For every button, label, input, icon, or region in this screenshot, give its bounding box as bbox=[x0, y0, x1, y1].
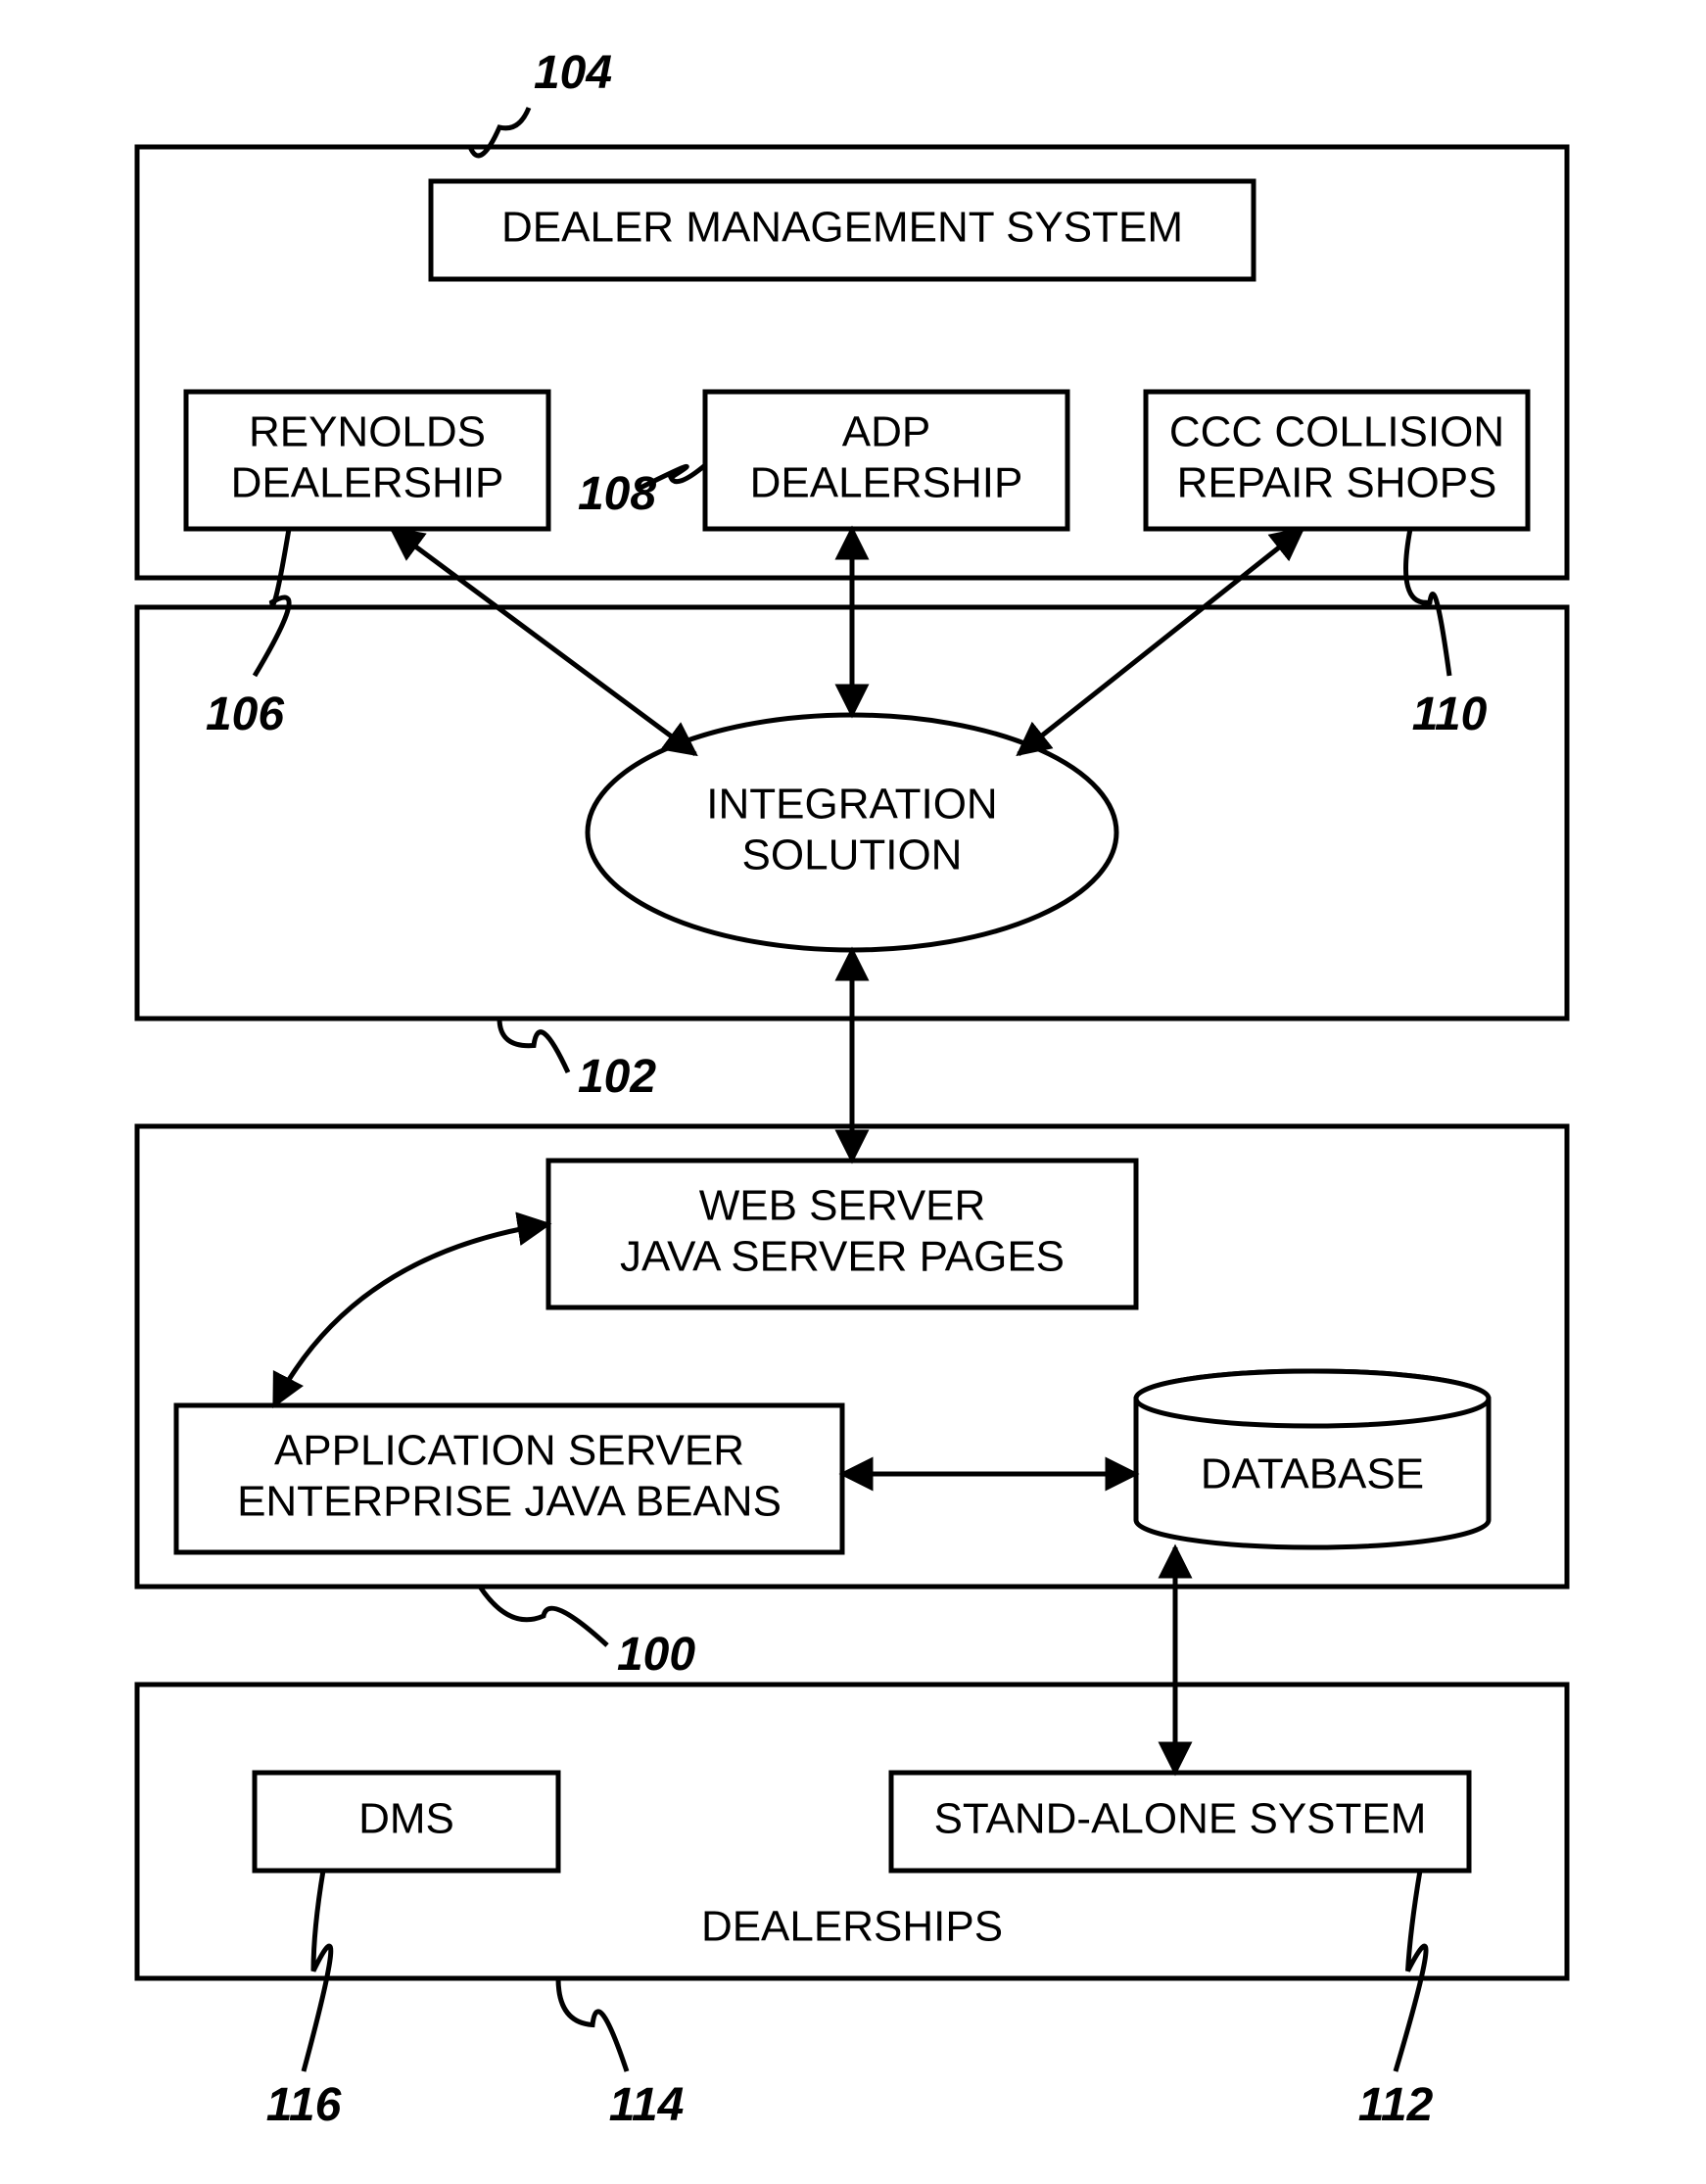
svg-text:STAND-ALONE SYSTEM: STAND-ALONE SYSTEM bbox=[934, 1795, 1427, 1843]
svg-text:DEALERSHIP: DEALERSHIP bbox=[231, 459, 504, 507]
ref-num-100: 100 bbox=[617, 1629, 695, 1681]
ref-leader-114 bbox=[558, 1978, 627, 2071]
svg-text:DEALERSHIP: DEALERSHIP bbox=[750, 459, 1023, 507]
svg-text:JAVA SERVER PAGES: JAVA SERVER PAGES bbox=[620, 1233, 1065, 1281]
ref-num-112: 112 bbox=[1358, 2079, 1434, 2131]
svg-text:DATABASE: DATABASE bbox=[1201, 1450, 1424, 1498]
svg-text:DMS: DMS bbox=[358, 1795, 454, 1843]
ref-leader-100 bbox=[480, 1587, 607, 1645]
ref-num-108: 108 bbox=[578, 468, 656, 520]
svg-text:INTEGRATION: INTEGRATION bbox=[706, 781, 997, 829]
ref-num-104: 104 bbox=[534, 47, 612, 99]
ref-num-110: 110 bbox=[1412, 688, 1488, 740]
svg-text:WEB SERVER: WEB SERVER bbox=[699, 1182, 986, 1230]
svg-text:DEALER MANAGEMENT SYSTEM: DEALER MANAGEMENT SYSTEM bbox=[501, 204, 1183, 252]
system-architecture-diagram: DEALER MANAGEMENT SYSTEMREYNOLDSDEALERSH… bbox=[0, 0, 1706, 2184]
svg-text:REYNOLDS: REYNOLDS bbox=[249, 408, 486, 456]
svg-text:REPAIR SHOPS: REPAIR SHOPS bbox=[1177, 459, 1497, 507]
svg-text:DEALERSHIPS: DEALERSHIPS bbox=[701, 1903, 1003, 1951]
svg-text:ENTERPRISE JAVA BEANS: ENTERPRISE JAVA BEANS bbox=[237, 1478, 782, 1526]
ref-num-114: 114 bbox=[609, 2079, 685, 2131]
svg-text:ADP: ADP bbox=[842, 408, 930, 456]
svg-text:CCC COLLISION: CCC COLLISION bbox=[1169, 408, 1504, 456]
ref-leader-102 bbox=[499, 1019, 568, 1072]
svg-text:APPLICATION SERVER: APPLICATION SERVER bbox=[274, 1427, 744, 1475]
ref-num-106: 106 bbox=[206, 688, 284, 740]
ref-num-102: 102 bbox=[578, 1051, 656, 1103]
ref-num-116: 116 bbox=[266, 2079, 342, 2131]
svg-text:SOLUTION: SOLUTION bbox=[742, 831, 963, 879]
